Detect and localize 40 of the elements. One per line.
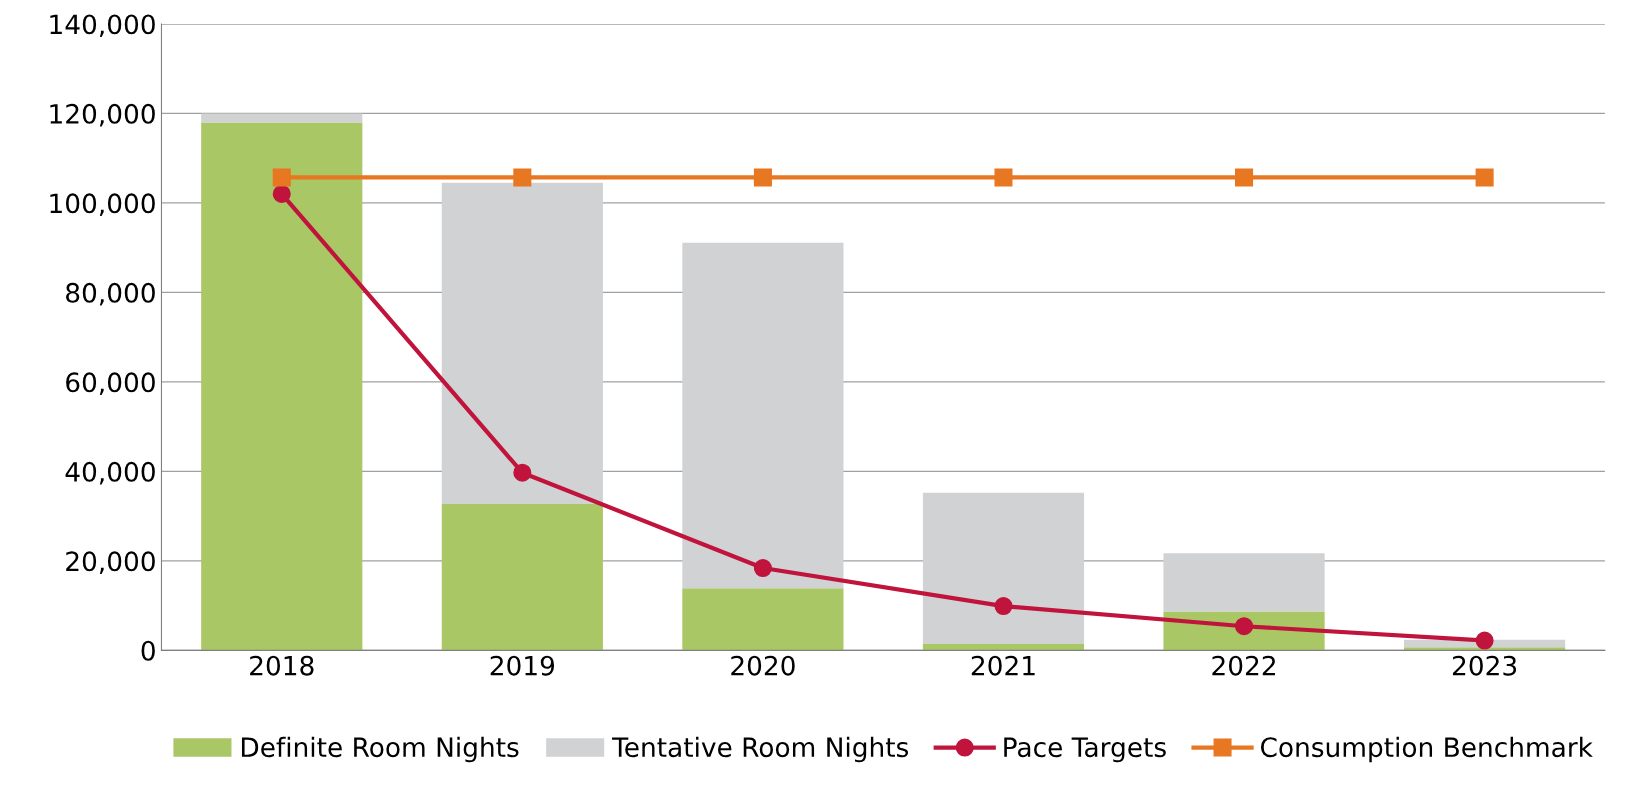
point (272, 168, 291, 187)
x-tick-label: 2021 (971, 655, 1035, 676)
bar (201, 122, 363, 651)
y-tick-label: 80,000 (66, 282, 155, 306)
bar (922, 644, 1085, 651)
y-tick-label: 40,000 (65, 461, 155, 485)
legend-label: Consumption Benchmark (1260, 736, 1593, 763)
point (753, 559, 772, 578)
x-tick-label: 2023 (1452, 655, 1517, 676)
bar (441, 182, 603, 505)
y-tick-label: 100,000 (50, 193, 155, 217)
y-tick-label: 140,000 (50, 14, 155, 38)
point (753, 168, 772, 187)
bar (682, 588, 844, 651)
y-tick-label: 20,000 (66, 551, 155, 574)
point (513, 463, 532, 482)
bar (441, 504, 603, 651)
x-tick-label: 2018 (250, 655, 314, 676)
bar (201, 113, 363, 123)
x-tick-label: 2022 (1212, 655, 1275, 676)
legend-label: Tentative Room Nights (612, 736, 909, 763)
y-tick-label: 120,000 (50, 103, 155, 127)
point (994, 168, 1013, 187)
point (1475, 168, 1494, 187)
point (272, 184, 291, 203)
bar (922, 492, 1085, 645)
point (513, 168, 532, 187)
bar (1163, 553, 1325, 612)
point (1475, 631, 1494, 650)
y-tick-label: 60,000 (66, 372, 155, 395)
bar (1404, 647, 1566, 651)
legend-label: Definite Room Nights (241, 736, 519, 763)
legend-label: Pace Targets (1004, 737, 1166, 763)
x-tick-label: 2019 (490, 655, 555, 676)
point (1235, 168, 1254, 187)
y-tick-label: 0 (141, 640, 155, 661)
bar (682, 242, 844, 589)
point (1235, 617, 1254, 636)
point (994, 597, 1013, 616)
x-tick-label: 2020 (731, 655, 795, 676)
